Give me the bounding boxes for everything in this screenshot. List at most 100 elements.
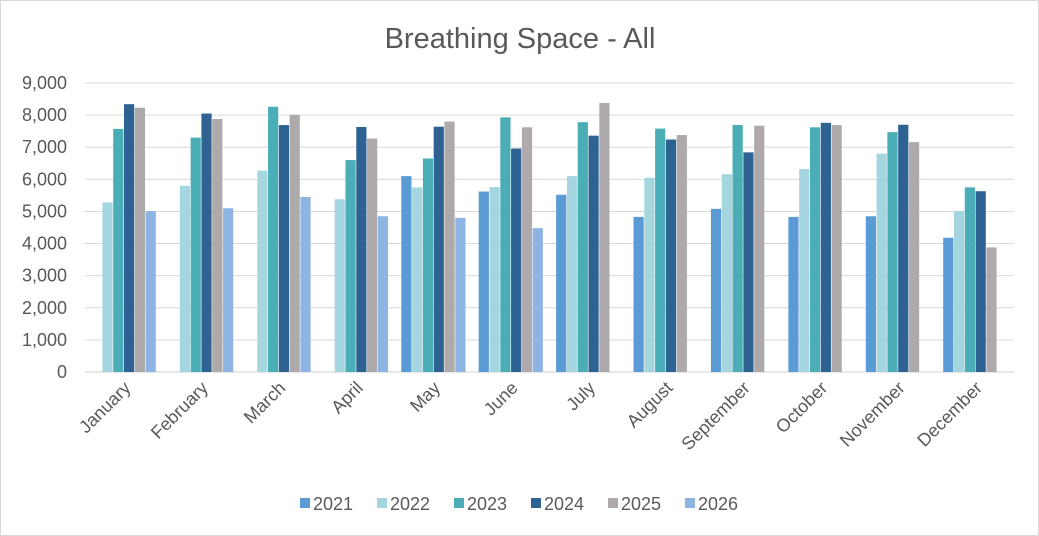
bar-2025-july	[599, 102, 610, 373]
bar-2024-october	[820, 122, 831, 372]
x-tick-label: July	[562, 378, 599, 415]
x-tick-label: February	[147, 378, 212, 443]
legend: 2021 2022 2023 2024 2025 2026	[300, 494, 738, 514]
y-tick-label: 2,000	[22, 298, 67, 318]
bar-2023-november	[887, 132, 898, 372]
bar-2022-may	[412, 187, 423, 372]
bar-2025-may	[444, 121, 455, 373]
bar-2022-september	[721, 174, 732, 372]
bar-2021-december	[943, 237, 954, 372]
bar-2026-june	[532, 228, 543, 372]
bar-2021-november	[865, 216, 876, 372]
y-tick-label: 4,000	[22, 234, 67, 254]
x-tick-label: May	[406, 378, 444, 416]
x-axis: January February March April May June July Augu…	[75, 378, 986, 454]
bar-2024-july	[588, 135, 599, 372]
y-tick-label: 3,000	[22, 266, 67, 286]
bars	[102, 102, 997, 373]
bar-2022-june	[489, 187, 500, 372]
bar-2024-may	[433, 126, 444, 372]
bar-2022-january	[102, 202, 113, 372]
legend-label: 2023	[467, 494, 507, 514]
legend-swatch	[608, 498, 618, 508]
y-tick-label: 7,000	[22, 137, 67, 157]
legend-swatch	[377, 498, 387, 508]
bar-2024-december	[975, 191, 986, 372]
x-tick-label: August	[623, 378, 677, 432]
bar-2023-december	[964, 187, 975, 372]
gridlines	[85, 82, 1014, 373]
legend-label: 2021	[313, 494, 353, 514]
x-tick-label: January	[75, 378, 134, 437]
legend-label: 2025	[621, 494, 661, 514]
bar-2022-october	[799, 169, 810, 372]
bar-2025-december	[986, 247, 997, 372]
x-tick-label: June	[480, 378, 522, 420]
bar-2025-february	[212, 118, 223, 372]
bar-2024-march	[278, 125, 290, 372]
bar-2022-july	[566, 176, 578, 372]
bar-2022-february	[179, 185, 191, 372]
legend-swatch	[454, 498, 464, 508]
legend-swatch	[685, 498, 695, 508]
bar-2021-october	[788, 216, 799, 372]
bar-2026-january	[145, 211, 156, 372]
bar-2025-october	[831, 125, 842, 372]
bar-2024-february	[201, 113, 212, 372]
bar-2026-may	[455, 217, 466, 372]
bar-2025-september	[754, 125, 765, 372]
y-axis: 0 1,000 2,000 3,000 4,000 5,000 6,000 7,000 8,00…	[22, 73, 67, 382]
x-tick-label: September	[677, 378, 753, 454]
bar-2022-december	[953, 211, 965, 372]
bar-2023-february	[190, 137, 201, 372]
y-tick-label: 0	[57, 362, 67, 382]
x-tick-label: March	[240, 378, 290, 428]
bar-2024-january	[124, 104, 135, 373]
bar-2022-march	[257, 170, 268, 372]
legend-label: 2022	[390, 494, 430, 514]
bar-2023-september	[732, 125, 743, 372]
x-tick-label: October	[772, 378, 831, 437]
bar-2023-october	[809, 127, 821, 373]
y-tick-label: 9,000	[22, 73, 67, 93]
legend-swatch	[300, 498, 310, 508]
bar-2023-august	[655, 128, 666, 372]
bar-2025-august	[676, 135, 687, 372]
bar-2023-january	[113, 128, 124, 372]
bar-2024-june	[511, 148, 522, 372]
bar-2024-august	[665, 139, 677, 372]
bar-2023-april	[345, 160, 356, 372]
bar-2026-march	[300, 196, 311, 372]
bar-2021-july	[556, 194, 567, 372]
bar-2021-september	[710, 208, 722, 372]
bar-2026-april	[377, 216, 389, 372]
y-tick-label: 1,000	[22, 330, 67, 350]
bar-2022-august	[644, 177, 655, 372]
bar-2024-november	[898, 124, 909, 372]
y-tick-label: 8,000	[22, 105, 67, 125]
bar-2024-april	[356, 126, 367, 373]
bar-2021-august	[633, 216, 644, 372]
legend-label: 2026	[698, 494, 738, 514]
bar-2023-may	[422, 158, 434, 372]
bar-2023-march	[268, 106, 279, 373]
y-tick-label: 6,000	[22, 169, 67, 189]
bar-2021-may	[401, 176, 412, 372]
bar-2021-june	[478, 191, 489, 372]
x-tick-label: April	[327, 378, 367, 418]
bar-2025-march	[289, 114, 300, 372]
bar-2023-july	[577, 122, 588, 372]
bar-2025-january	[134, 107, 146, 372]
bar-2022-april	[334, 199, 345, 372]
bar-2023-june	[500, 117, 511, 372]
bar-2022-november	[876, 153, 887, 372]
legend-swatch	[531, 498, 541, 508]
bar-2025-april	[367, 138, 378, 372]
bar-2025-june	[521, 127, 533, 373]
chart-title: Breathing Space - All	[385, 23, 656, 55]
bar-2025-november	[908, 142, 920, 372]
bar-2026-february	[223, 208, 234, 372]
y-tick-label: 5,000	[22, 201, 67, 221]
